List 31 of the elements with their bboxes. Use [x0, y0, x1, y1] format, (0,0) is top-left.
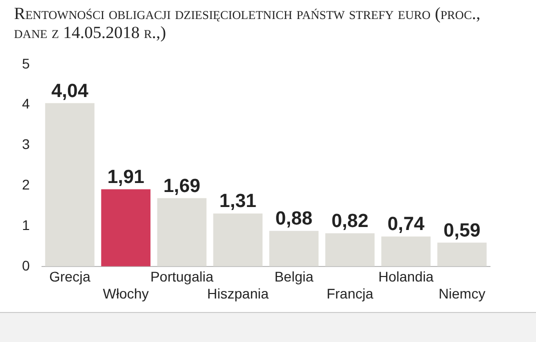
data-label: 1,91 [107, 166, 145, 188]
y-tick-label: 0 [22, 257, 30, 274]
x-tick-label: Holandia [378, 268, 434, 285]
chart-title: Rentowności obligacji dziesięcioletnich państw strefy euro (proc., dane z 14.05.2018 r.,) [14, 4, 482, 42]
x-tick-label: Włochy [102, 285, 149, 302]
y-tick-label: 2 [22, 176, 30, 192]
data-label: 0,59 [443, 220, 480, 242]
bar [213, 213, 263, 266]
x-tick-label: Portugalia [150, 268, 214, 285]
x-tick-label: Grecja [49, 268, 91, 285]
bar [381, 236, 431, 266]
x-tick-label: Belgia [274, 268, 314, 285]
y-tick-label: 5 [22, 55, 30, 72]
bar [45, 103, 94, 266]
y-tick-label: 1 [22, 216, 30, 233]
x-tick-label: Francja [326, 285, 374, 302]
y-tick-label: 4 [22, 96, 30, 112]
data-label: 1,69 [163, 176, 200, 197]
data-label: 4,04 [51, 80, 89, 102]
data-label: 0,74 [387, 214, 425, 236]
bar [437, 242, 487, 266]
bar [325, 233, 375, 266]
bar [101, 189, 150, 266]
y-tick-label: 3 [22, 136, 30, 152]
x-tick-label: Niemcy [438, 285, 486, 302]
data-label: 0,88 [275, 208, 312, 230]
data-label: 0,82 [331, 211, 368, 232]
x-tick-label: Hiszpania [207, 285, 269, 302]
bar [269, 230, 319, 266]
bar [157, 198, 207, 266]
data-label: 1,31 [219, 191, 257, 212]
